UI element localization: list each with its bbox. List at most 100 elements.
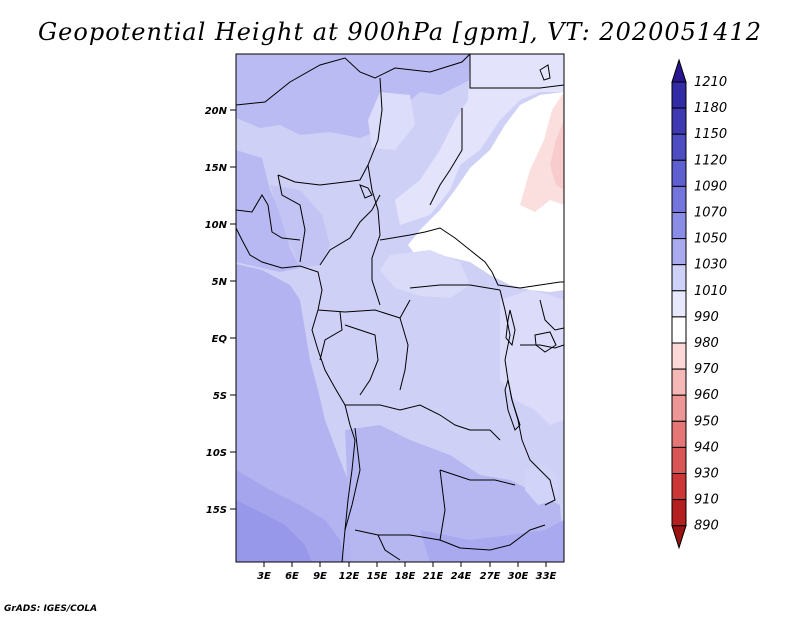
lat-label: 15S: [206, 505, 227, 516]
colorbar-label: 1210: [694, 75, 727, 90]
contour-fill-east-light: [500, 290, 564, 425]
lon-label: 24E: [451, 571, 472, 582]
lat-label: 20N: [205, 106, 228, 117]
lat-label: 5S: [213, 391, 227, 402]
colorbar-label: 890: [694, 519, 719, 534]
contour-fill-white-east: [408, 92, 564, 292]
map-title: Geopotential Height at 900hPa [gpm], VT:…: [38, 18, 762, 46]
colorbar: 1210 1180 1150 1120 1090 1070 1050 1030 1010 990 9…: [671, 58, 727, 550]
border-line: [317, 299, 411, 319]
border-line: [319, 311, 343, 361]
border-line: [277, 174, 306, 263]
contour-fill-congo-light: [380, 250, 470, 298]
contour-fill-north: [236, 54, 470, 138]
colorbar-segment: [671, 499, 687, 527]
colorbar-label: 1090: [694, 179, 727, 194]
contour-fill-light-ne: [395, 54, 564, 225]
colorbar-label: 1120: [694, 153, 727, 168]
contour-fill-west: [236, 150, 300, 272]
lake-outline: [505, 309, 516, 347]
colorbar-label: 990: [694, 310, 719, 325]
country-borders: [236, 54, 564, 562]
lat-label: EQ: [212, 334, 228, 345]
lon-label: 30E: [508, 571, 529, 582]
colorbar-label: 1050: [694, 232, 727, 247]
border-line: [409, 284, 501, 291]
colorbar-label: 960: [694, 388, 719, 403]
colorbar-segment: [671, 238, 687, 266]
lon-label: 33E: [536, 571, 557, 582]
lon-label: 27E: [480, 571, 501, 582]
border-line: [439, 524, 546, 551]
colorbar-segment: [671, 107, 687, 135]
colorbar-label: 910: [694, 493, 719, 508]
border-line: [469, 54, 564, 89]
lon-label: 6E: [285, 571, 299, 582]
contour-fill-southwest-2: [236, 500, 312, 562]
border-line: [344, 427, 361, 531]
border-line: [236, 194, 301, 241]
border-line: [345, 404, 501, 441]
border-line: [520, 344, 564, 349]
border-line: [377, 534, 401, 561]
border-line: [236, 54, 471, 106]
lake-outline: [504, 379, 521, 431]
contour-fill-south-dark: [420, 520, 564, 562]
colorbar-label: 940: [694, 440, 719, 455]
lon-label: 15E: [367, 571, 388, 582]
lon-label: 3E: [257, 571, 271, 582]
lon-label: 18E: [395, 571, 416, 582]
colorbar-segment: [671, 316, 687, 344]
colorbar-segment: [671, 185, 687, 213]
border-line: [469, 249, 564, 289]
colorbar-cap-top: [671, 58, 687, 83]
lat-label: 5N: [212, 277, 228, 288]
colorbar-segment: [671, 159, 687, 187]
contour-fill-south: [345, 425, 564, 562]
contour-fill-west-inland: [270, 185, 330, 268]
map-panel: [236, 54, 564, 562]
colorbar-segment: [671, 420, 687, 448]
lat-axis: 20N 15N 10N 5N EQ 5S 10S 15S: [205, 106, 236, 516]
colorbar-segment: [671, 290, 687, 318]
colorbar-segment: [671, 342, 687, 370]
lon-label: 21E: [423, 571, 444, 582]
lon-axis: 3E 6E 9E 12E 15E 18E 21E 24E 27E 30E 33E: [257, 562, 557, 582]
lake-outline: [534, 331, 557, 353]
lat-label: 15N: [205, 163, 228, 174]
colorbar-label: 1180: [694, 101, 727, 116]
colorbar-cap-bottom: [671, 525, 687, 550]
colorbar-label: 1070: [694, 206, 727, 221]
colorbar-label: 1030: [694, 258, 727, 273]
border-line: [521, 439, 556, 506]
lon-label: 9E: [313, 571, 327, 582]
contour-fill-light-north: [368, 92, 415, 150]
colorbar-label: 1150: [694, 127, 727, 142]
contour-fill-pink: [520, 92, 564, 212]
lat-label: 10N: [205, 220, 228, 231]
border-line: [539, 299, 564, 331]
colorbar-label: 1010: [694, 284, 727, 299]
colorbar-label: 930: [694, 467, 719, 482]
border-line: [344, 324, 379, 396]
lon-label: 12E: [339, 571, 360, 582]
lat-label: 10S: [206, 448, 227, 459]
map-frame: [235, 53, 565, 563]
colorbar-segment: [671, 473, 687, 501]
lake-outline: [539, 64, 551, 81]
coastline: [236, 227, 356, 562]
colorbar-segment: [671, 368, 687, 396]
colorbar-segment: [671, 446, 687, 474]
border-line: [379, 227, 471, 251]
border-line: [354, 469, 446, 541]
colorbar-segment: [671, 81, 687, 109]
colorbar-label: 950: [694, 414, 719, 429]
border-line: [319, 194, 381, 266]
border-line: [277, 77, 383, 186]
border-line: [429, 108, 463, 206]
contour-fill-pink-2: [550, 120, 564, 190]
border-line: [399, 317, 409, 391]
colorbar-segment: [671, 133, 687, 161]
colorbar-segment: [671, 212, 687, 240]
